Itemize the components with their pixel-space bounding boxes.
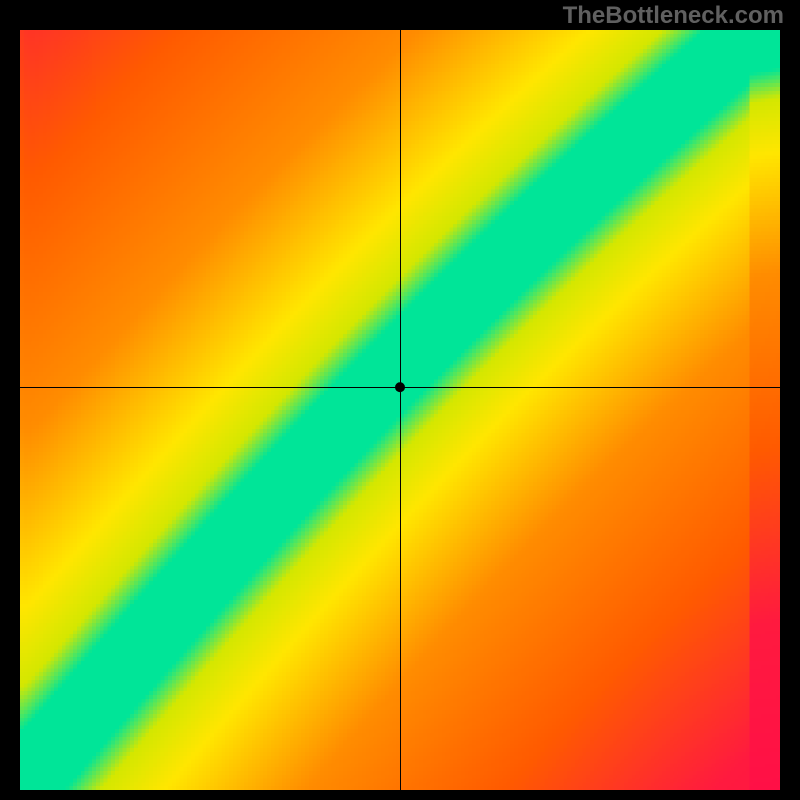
overlay-canvas [20, 30, 780, 790]
figure-frame: TheBottleneck.com [0, 0, 800, 800]
watermark-text: TheBottleneck.com [563, 2, 784, 30]
plot-area [20, 30, 780, 790]
